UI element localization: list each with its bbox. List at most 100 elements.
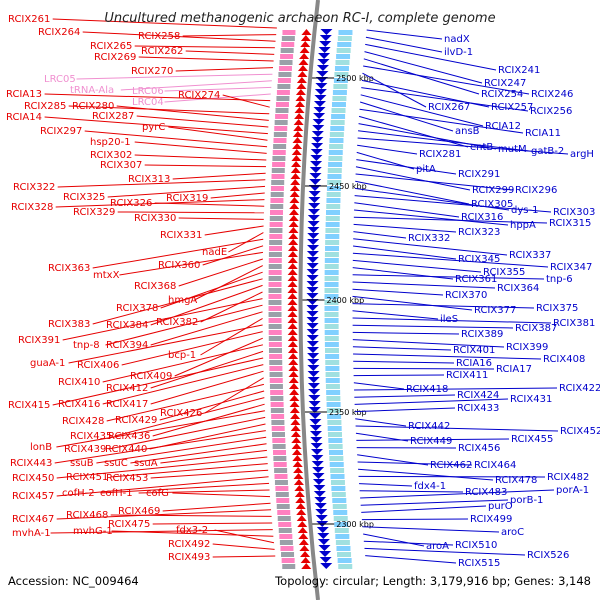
left-leader-line (56, 410, 265, 448)
left-leader-line (138, 56, 274, 62)
reverse-gene-arrow (307, 383, 320, 389)
right-leader-line (353, 245, 457, 260)
forward-gene-arrow (292, 131, 303, 137)
feature-block (273, 132, 287, 137)
left-label: RCIX436 (108, 431, 150, 442)
forward-gene-arrow (293, 125, 304, 131)
left-leader-line (130, 443, 267, 464)
right-label: RCIX305 (471, 199, 513, 210)
left-label: RCIX285 (24, 101, 66, 112)
forward-gene-arrow (289, 395, 300, 401)
feature-block (329, 132, 344, 137)
right-leader-line (356, 159, 457, 175)
forward-gene-arrow (288, 377, 299, 383)
right-leader-line (359, 483, 413, 487)
right-leader-line (352, 274, 545, 280)
feature-block (334, 528, 349, 533)
right-leader-line (353, 367, 495, 370)
feature-block (268, 270, 282, 275)
feature-block (332, 498, 347, 503)
reverse-gene-arrow (307, 245, 320, 251)
right-leader-line (355, 173, 514, 191)
right-label: RCIA16 (456, 358, 492, 369)
feature-block (327, 174, 342, 179)
feature-block (280, 546, 294, 551)
left-leader-line (56, 509, 272, 520)
forward-gene-arrow (289, 203, 300, 209)
reverse-gene-arrow (312, 473, 325, 479)
left-leader-line (178, 258, 263, 287)
feature-block (337, 558, 352, 563)
left-label: nadE (202, 247, 227, 258)
right-label: entB (470, 142, 493, 153)
left-leader-line (134, 45, 275, 49)
tick-label: 2500 kbp (336, 74, 374, 83)
forward-gene-arrow (287, 323, 298, 329)
right-label: argH (570, 149, 594, 160)
left-leader-line (108, 416, 266, 450)
forward-gene-arrow (290, 413, 301, 419)
feature-block (276, 90, 290, 95)
right-label: hppA (510, 220, 536, 231)
feature-block (268, 342, 282, 347)
forward-gene-arrow (299, 47, 310, 53)
left-label: RCIX258 (138, 31, 180, 42)
feature-block (328, 444, 343, 449)
forward-gene-arrow (288, 227, 299, 233)
reverse-gene-arrow (306, 329, 319, 335)
reverse-gene-arrow (317, 539, 330, 545)
feature-block (326, 198, 341, 203)
feature-block (326, 408, 341, 413)
reverse-gene-arrow (308, 401, 321, 407)
feature-block (276, 96, 290, 101)
feature-block (333, 510, 348, 515)
forward-gene-arrow (287, 329, 298, 335)
feature-block (271, 180, 285, 185)
reverse-gene-arrow (314, 497, 327, 503)
feature-block (280, 54, 294, 59)
feature-block (330, 474, 345, 479)
right-label: RCIX256 (530, 106, 572, 117)
right-label: RCIX456 (458, 443, 500, 454)
left-label: ssuA (134, 458, 158, 469)
feature-block (324, 264, 339, 269)
right-label: RCIX303 (553, 207, 595, 218)
left-leader-line (185, 50, 275, 55)
right-label: RCIX254 (481, 89, 523, 100)
reverse-gene-arrow (319, 41, 332, 47)
reverse-gene-arrow (306, 323, 319, 329)
left-leader-line (138, 489, 270, 494)
forward-gene-arrow (290, 419, 301, 425)
feature-block (272, 156, 286, 161)
right-leader-line (363, 58, 480, 95)
feature-block (329, 144, 344, 149)
left-leader-line (52, 357, 264, 406)
left-label: bcp-1 (168, 350, 196, 361)
feature-block (332, 96, 347, 101)
left-leader-line (144, 164, 266, 168)
forward-gene-arrow (291, 449, 302, 455)
feature-block (275, 108, 289, 113)
right-label: aroC (501, 527, 524, 538)
left-leader-line (154, 202, 265, 207)
reverse-gene-arrow (311, 461, 324, 467)
forward-gene-arrow (292, 143, 303, 149)
feature-block (268, 258, 282, 263)
feature-block (334, 522, 349, 527)
forward-gene-arrow (288, 371, 299, 377)
forward-gene-arrow (287, 299, 298, 305)
left-label: RCIX468 (66, 510, 108, 521)
reverse-gene-arrow (313, 491, 326, 497)
left-leader-line (54, 430, 266, 464)
left-leader-line (102, 364, 264, 405)
reverse-gene-arrow (306, 251, 319, 257)
right-leader-line (352, 331, 460, 335)
right-leader-line (359, 490, 464, 493)
feature-block (337, 552, 352, 557)
feature-block (327, 426, 342, 431)
left-label: guaA-1 (30, 358, 65, 369)
left-label: cofH-1 (100, 488, 133, 499)
forward-gene-arrow (289, 389, 300, 395)
reverse-gene-arrow (307, 371, 320, 377)
feature-block (332, 90, 347, 95)
